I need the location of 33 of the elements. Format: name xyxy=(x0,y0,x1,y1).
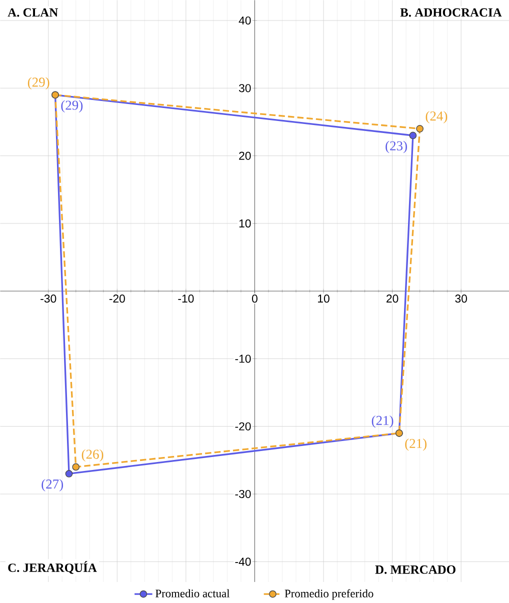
annotation: C. JERARQUÍA xyxy=(8,561,97,574)
data-label: (29) xyxy=(28,77,50,90)
annotation: D. MERCADO xyxy=(375,565,456,574)
legend-label: Promedio preferido xyxy=(284,589,374,600)
x-tick-label: 30 xyxy=(454,294,467,303)
legend-label: Promedio actual xyxy=(155,589,230,598)
y-tick-label: 10 xyxy=(239,219,251,228)
data-label: (21) xyxy=(404,438,426,451)
annotation: B. ADHOCRACIA xyxy=(400,8,502,17)
x-tick-label: -20 xyxy=(109,294,125,303)
y-tick-label: -10 xyxy=(235,354,251,363)
data-label: (26) xyxy=(82,449,103,462)
annotation: A. CLAN xyxy=(7,8,58,17)
point xyxy=(416,125,424,132)
y-tick-label: -30 xyxy=(235,490,251,498)
x-tick-label: 10 xyxy=(318,294,330,303)
point xyxy=(409,132,416,140)
x-tick-label: -10 xyxy=(178,294,194,303)
point xyxy=(72,463,80,471)
point xyxy=(65,470,72,478)
y-tick-label: -40 xyxy=(235,558,251,566)
y-tick-label: 20 xyxy=(238,152,251,160)
data-label: (29) xyxy=(61,100,82,113)
y-tick-label: 40 xyxy=(238,16,251,25)
data-label: (23) xyxy=(385,140,407,154)
data-label: (27) xyxy=(41,479,63,492)
data-label: (21) xyxy=(372,415,393,428)
y-tick-label: -20 xyxy=(235,422,251,430)
x-tick-label: -30 xyxy=(40,294,56,303)
y-tick-label: 30 xyxy=(238,84,251,92)
data-label: (24) xyxy=(426,111,447,124)
x-tick-label: 20 xyxy=(386,294,398,303)
x-tick-label: 0 xyxy=(252,294,258,303)
